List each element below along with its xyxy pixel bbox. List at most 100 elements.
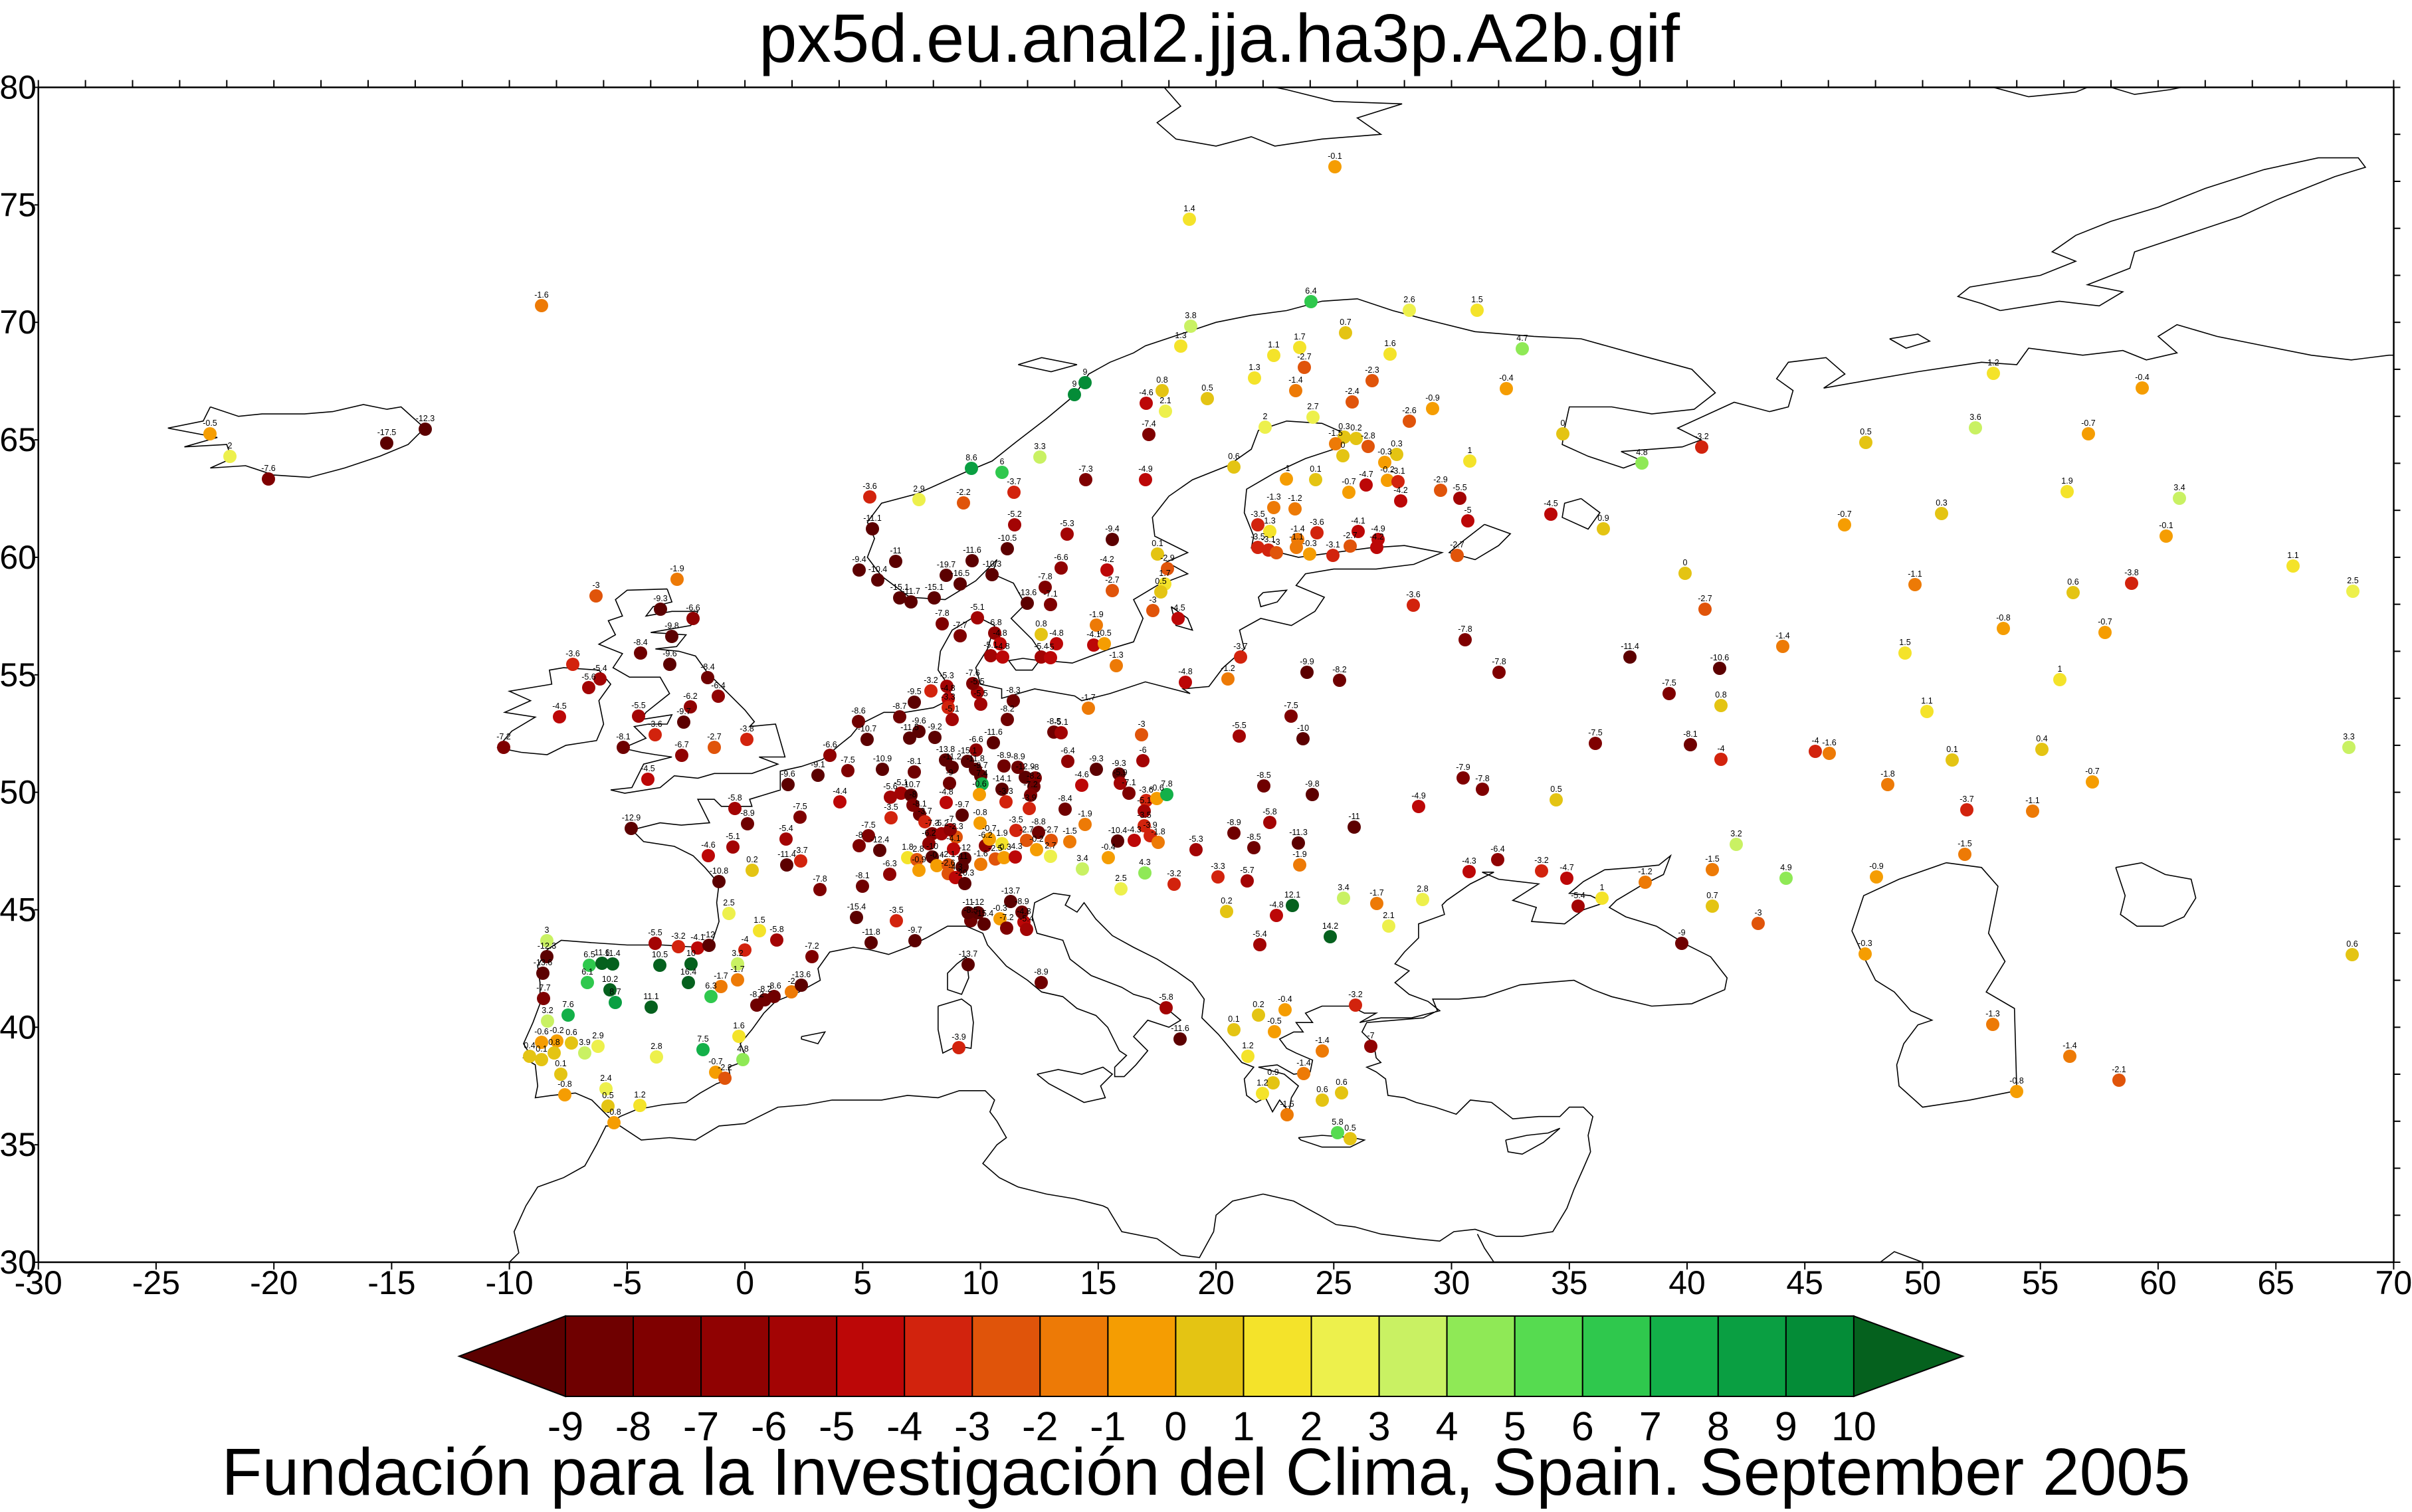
svg-text:-0.6: -0.6	[534, 1027, 549, 1036]
svg-text:-3.6: -3.6	[1406, 590, 1421, 599]
svg-text:-1.4: -1.4	[1315, 1036, 1330, 1045]
svg-text:-7.3: -7.3	[925, 818, 940, 828]
svg-text:-5.5: -5.5	[973, 689, 988, 698]
svg-text:-8.6: -8.6	[851, 706, 866, 715]
svg-text:1: 1	[2058, 664, 2062, 674]
svg-text:-3: -3	[592, 581, 599, 590]
svg-text:-2.8: -2.8	[1361, 431, 1375, 440]
svg-text:45: 45	[1786, 1264, 1823, 1301]
svg-text:-4.9: -4.9	[1138, 464, 1153, 474]
svg-text:-10.6: -10.6	[1710, 653, 1730, 662]
svg-text:-0.1: -0.1	[1328, 151, 1342, 161]
svg-text:-9.2: -9.2	[928, 722, 942, 731]
svg-text:-7.9: -7.9	[1456, 763, 1470, 772]
svg-text:3: 3	[545, 925, 550, 935]
svg-text:-9: -9	[1678, 928, 1685, 937]
svg-text:-6.6: -6.6	[1054, 553, 1068, 562]
svg-text:-0.4: -0.4	[1499, 373, 1514, 383]
svg-text:-4.5: -4.5	[1544, 499, 1558, 508]
svg-text:-19.7: -19.7	[937, 560, 956, 569]
svg-text:-3.1: -3.1	[1326, 540, 1340, 549]
svg-text:7.8: 7.8	[1161, 779, 1172, 789]
svg-text:-9: -9	[548, 1404, 583, 1449]
svg-text:-0.5: -0.5	[1267, 1016, 1282, 1026]
svg-text:-0.3: -0.3	[1377, 447, 1392, 456]
svg-text:-3.5: -3.5	[1137, 810, 1152, 820]
svg-text:-3.9: -3.9	[1022, 793, 1037, 803]
svg-text:-7: -7	[946, 814, 954, 824]
svg-text:-8.9: -8.9	[1227, 818, 1241, 827]
svg-text:20: 20	[1197, 1264, 1235, 1301]
svg-text:-2.4: -2.4	[1345, 387, 1359, 396]
svg-text:0.6: 0.6	[2346, 939, 2358, 949]
svg-text:4: 4	[1436, 1404, 1458, 1449]
svg-text:1.1: 1.1	[1921, 696, 1932, 706]
svg-text:1.5: 1.5	[1899, 638, 1910, 647]
svg-text:2.6: 2.6	[1403, 295, 1415, 304]
svg-text:0.1: 0.1	[1152, 539, 1163, 548]
svg-text:-12: -12	[959, 843, 971, 852]
svg-text:-13.6: -13.6	[1018, 588, 1037, 597]
svg-text:-5.4: -5.4	[1571, 891, 1585, 900]
svg-text:2.9: 2.9	[913, 484, 924, 494]
svg-text:0: 0	[736, 1264, 754, 1301]
svg-text:-7.3: -7.3	[1078, 464, 1093, 474]
svg-text:0.5: 0.5	[1860, 427, 1871, 436]
svg-text:-2.7: -2.7	[1105, 575, 1120, 585]
svg-text:-3.5: -3.5	[1009, 815, 1023, 824]
svg-text:-3.5: -3.5	[1251, 510, 1265, 519]
svg-text:-1.4: -1.4	[1288, 375, 1303, 385]
svg-text:-8.1: -8.1	[1683, 729, 1698, 739]
svg-text:-4.2: -4.2	[1100, 555, 1114, 564]
svg-text:-7.8: -7.8	[1492, 657, 1506, 666]
svg-text:2.1: 2.1	[1383, 911, 1394, 920]
svg-text:-1.9: -1.9	[1089, 610, 1104, 619]
svg-text:Fundación para la Investigació: Fundación para la Investigación del Clim…	[222, 1435, 2191, 1509]
svg-text:-7.5: -7.5	[1588, 728, 1603, 737]
svg-text:-7.6: -7.6	[965, 668, 980, 678]
svg-text:-10.9: -10.9	[873, 754, 892, 763]
svg-text:0.5: 0.5	[1344, 1123, 1356, 1133]
svg-text:-8.5: -8.5	[1256, 771, 1271, 780]
svg-text:-1.5: -1.5	[1062, 826, 1077, 836]
svg-text:-7: -7	[683, 1404, 719, 1449]
svg-text:-3.5: -3.5	[889, 905, 904, 915]
svg-text:-3.8: -3.8	[2124, 568, 2139, 577]
svg-text:-6: -6	[751, 1404, 787, 1449]
svg-text:-3.3: -3.3	[941, 692, 955, 702]
svg-text:-1.2: -1.2	[1638, 867, 1653, 876]
svg-text:-11.2: -11.2	[943, 752, 961, 761]
svg-text:65: 65	[2257, 1264, 2294, 1301]
svg-text:-1.5: -1.5	[1958, 839, 1972, 848]
svg-text:-4.9: -4.9	[1411, 791, 1426, 801]
svg-text:-4.8: -4.8	[941, 684, 955, 693]
svg-text:-7: -7	[1367, 1031, 1374, 1040]
svg-text:3.3: 3.3	[2343, 732, 2354, 741]
svg-text:-1.1: -1.1	[1289, 532, 1304, 541]
svg-text:-5.8: -5.8	[1159, 992, 1173, 1002]
svg-text:-4.8: -4.8	[1017, 907, 1031, 916]
svg-text:-5.1: -5.1	[945, 704, 959, 713]
svg-text:-11.3: -11.3	[1289, 828, 1308, 837]
svg-text:-5.7: -5.7	[1240, 866, 1255, 875]
svg-text:-2.7: -2.7	[707, 732, 722, 741]
svg-text:-5.4: -5.4	[593, 664, 607, 673]
svg-text:-0.8: -0.8	[1996, 613, 2011, 622]
svg-text:3.2: 3.2	[1730, 829, 1742, 838]
svg-text:-8.7: -8.7	[892, 702, 907, 711]
svg-text:-4.9: -4.9	[1371, 524, 1385, 533]
svg-text:-13.7: -13.7	[1001, 886, 1021, 896]
svg-text:-30: -30	[15, 1264, 62, 1301]
svg-text:0.2: 0.2	[746, 855, 757, 864]
svg-text:-13.6: -13.6	[534, 958, 553, 967]
svg-text:-2.6: -2.6	[1402, 406, 1417, 415]
svg-text:-1.8: -1.8	[1880, 769, 1895, 779]
svg-text:3.4: 3.4	[1338, 883, 1349, 892]
svg-text:-4.1: -4.1	[690, 933, 705, 942]
svg-text:15: 15	[1080, 1264, 1117, 1301]
svg-text:-1.1: -1.1	[2025, 796, 2040, 805]
svg-text:-1.4: -1.4	[1296, 1058, 1311, 1068]
svg-text:-3.2: -3.2	[1167, 869, 1181, 878]
svg-text:-6.4: -6.4	[1060, 746, 1075, 755]
svg-text:1.1: 1.1	[1268, 340, 1279, 349]
